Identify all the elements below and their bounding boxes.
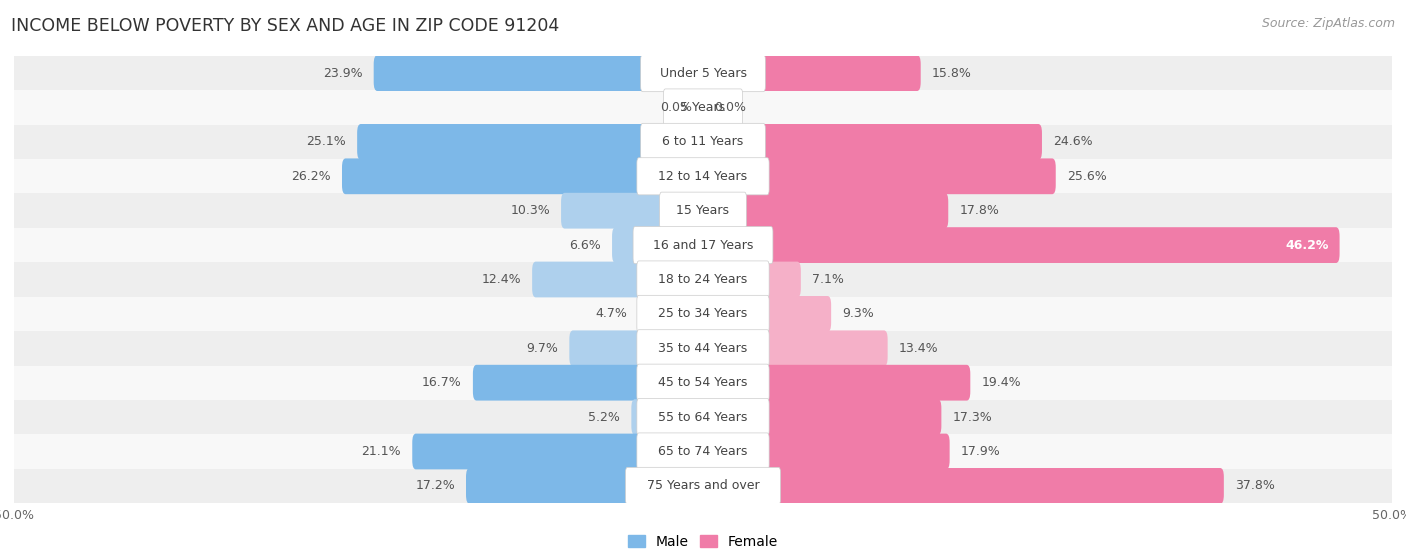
FancyBboxPatch shape — [626, 467, 780, 504]
Text: 0.0%: 0.0% — [659, 101, 692, 114]
FancyBboxPatch shape — [637, 158, 769, 195]
Text: 16 and 17 Years: 16 and 17 Years — [652, 239, 754, 252]
FancyBboxPatch shape — [641, 124, 765, 160]
FancyBboxPatch shape — [703, 124, 1042, 160]
FancyBboxPatch shape — [703, 158, 1056, 194]
FancyBboxPatch shape — [612, 227, 703, 263]
Text: 15.8%: 15.8% — [932, 67, 972, 79]
Text: 17.8%: 17.8% — [959, 204, 1000, 217]
FancyBboxPatch shape — [465, 468, 703, 504]
FancyBboxPatch shape — [703, 296, 831, 332]
Text: 19.4%: 19.4% — [981, 376, 1021, 389]
Text: 25 to 34 Years: 25 to 34 Years — [658, 307, 748, 320]
Bar — [14, 400, 1392, 434]
FancyBboxPatch shape — [641, 55, 765, 92]
FancyBboxPatch shape — [637, 364, 769, 401]
Bar — [14, 91, 1392, 125]
Legend: Male, Female: Male, Female — [623, 529, 783, 555]
FancyBboxPatch shape — [703, 193, 948, 229]
Text: 0.0%: 0.0% — [714, 101, 747, 114]
FancyBboxPatch shape — [412, 434, 703, 470]
Text: INCOME BELOW POVERTY BY SEX AND AGE IN ZIP CODE 91204: INCOME BELOW POVERTY BY SEX AND AGE IN Z… — [11, 17, 560, 35]
Text: 5 Years: 5 Years — [681, 101, 725, 114]
FancyBboxPatch shape — [659, 192, 747, 229]
Bar — [14, 366, 1392, 400]
Text: 9.3%: 9.3% — [842, 307, 875, 320]
FancyBboxPatch shape — [637, 433, 769, 470]
Text: 13.4%: 13.4% — [898, 342, 938, 355]
FancyBboxPatch shape — [342, 158, 703, 194]
FancyBboxPatch shape — [637, 261, 769, 298]
FancyBboxPatch shape — [631, 399, 703, 435]
Text: 55 to 64 Years: 55 to 64 Years — [658, 411, 748, 424]
Text: 12.4%: 12.4% — [481, 273, 522, 286]
FancyBboxPatch shape — [703, 468, 1223, 504]
FancyBboxPatch shape — [637, 330, 769, 367]
FancyBboxPatch shape — [703, 399, 942, 435]
FancyBboxPatch shape — [472, 365, 703, 401]
Bar — [14, 56, 1392, 91]
FancyBboxPatch shape — [561, 193, 703, 229]
Text: 7.1%: 7.1% — [811, 273, 844, 286]
FancyBboxPatch shape — [703, 434, 949, 470]
Text: 35 to 44 Years: 35 to 44 Years — [658, 342, 748, 355]
FancyBboxPatch shape — [633, 226, 773, 264]
FancyBboxPatch shape — [357, 124, 703, 160]
Bar — [14, 159, 1392, 193]
FancyBboxPatch shape — [703, 262, 801, 297]
FancyBboxPatch shape — [637, 295, 769, 333]
Text: 37.8%: 37.8% — [1234, 480, 1275, 492]
FancyBboxPatch shape — [638, 296, 703, 332]
Text: 23.9%: 23.9% — [323, 67, 363, 79]
Text: 17.3%: 17.3% — [952, 411, 993, 424]
Text: 21.1%: 21.1% — [361, 445, 401, 458]
Text: 17.9%: 17.9% — [960, 445, 1001, 458]
Bar — [14, 262, 1392, 297]
Text: 4.7%: 4.7% — [595, 307, 627, 320]
FancyBboxPatch shape — [703, 330, 887, 366]
Text: 15 Years: 15 Years — [676, 204, 730, 217]
Bar — [14, 125, 1392, 159]
Text: 26.2%: 26.2% — [291, 170, 330, 183]
Bar — [14, 434, 1392, 468]
Text: 25.1%: 25.1% — [307, 135, 346, 148]
Bar — [14, 193, 1392, 228]
FancyBboxPatch shape — [637, 399, 769, 435]
Bar — [14, 331, 1392, 366]
Text: 65 to 74 Years: 65 to 74 Years — [658, 445, 748, 458]
Bar — [14, 228, 1392, 262]
Text: 9.7%: 9.7% — [526, 342, 558, 355]
Text: 45 to 54 Years: 45 to 54 Years — [658, 376, 748, 389]
Text: 75 Years and over: 75 Years and over — [647, 480, 759, 492]
Text: 5.2%: 5.2% — [589, 411, 620, 424]
Text: Source: ZipAtlas.com: Source: ZipAtlas.com — [1261, 17, 1395, 30]
Text: 12 to 14 Years: 12 to 14 Years — [658, 170, 748, 183]
Bar — [14, 468, 1392, 503]
FancyBboxPatch shape — [703, 365, 970, 401]
FancyBboxPatch shape — [703, 227, 1340, 263]
Text: 6 to 11 Years: 6 to 11 Years — [662, 135, 744, 148]
FancyBboxPatch shape — [569, 330, 703, 366]
Text: 18 to 24 Years: 18 to 24 Years — [658, 273, 748, 286]
Text: 10.3%: 10.3% — [510, 204, 550, 217]
FancyBboxPatch shape — [664, 89, 742, 126]
Bar — [14, 297, 1392, 331]
Text: 17.2%: 17.2% — [415, 480, 456, 492]
Text: 25.6%: 25.6% — [1067, 170, 1107, 183]
FancyBboxPatch shape — [703, 55, 921, 91]
Text: 24.6%: 24.6% — [1053, 135, 1092, 148]
Text: 6.6%: 6.6% — [569, 239, 600, 252]
FancyBboxPatch shape — [531, 262, 703, 297]
Text: 16.7%: 16.7% — [422, 376, 461, 389]
Text: 46.2%: 46.2% — [1285, 239, 1329, 252]
FancyBboxPatch shape — [374, 55, 703, 91]
Text: Under 5 Years: Under 5 Years — [659, 67, 747, 79]
